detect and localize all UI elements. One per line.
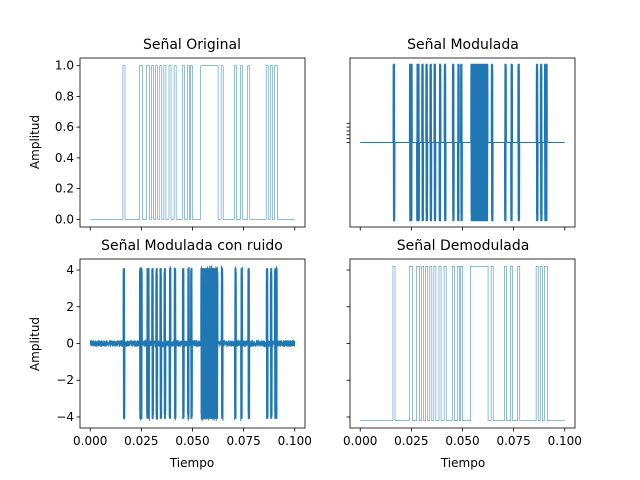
burst-block	[168, 268, 172, 419]
x-axis-label: Tiempo	[169, 456, 214, 470]
burst-block	[247, 268, 250, 419]
y-tick-label: −2	[56, 373, 74, 387]
burst-block	[392, 63, 395, 222]
y-tick-label: 0.2	[55, 182, 74, 196]
burst-block	[274, 268, 278, 419]
x-ticks	[89, 227, 296, 231]
x-tick-label: 0.100	[278, 434, 312, 448]
burst-block	[544, 63, 548, 222]
burst-block	[444, 63, 447, 222]
x-ticks: 0.000 0.025 0.050 0.075 0.100	[73, 428, 312, 448]
burst-block	[452, 63, 455, 222]
y-tick-label: −4	[56, 410, 74, 424]
subplot-title: Señal Original	[143, 37, 241, 53]
burst-block	[457, 63, 460, 222]
burst-block	[270, 268, 273, 419]
burst-block	[187, 268, 190, 419]
subplot-senal-modulada-con-ruido: Señal Modulada con ruido Amplitud Tiempo…	[28, 238, 312, 470]
y-ticks: −4 −2 0 2 4	[56, 263, 80, 424]
burst-block	[438, 63, 442, 222]
burst-block	[416, 63, 420, 222]
x-ticks	[359, 227, 566, 231]
burst-block	[200, 268, 219, 419]
burst-block	[174, 268, 177, 419]
y-tick-label: 1.0	[55, 59, 74, 73]
y-ticks	[346, 122, 350, 143]
plot-area	[360, 266, 565, 421]
x-tick-label: 0.050	[445, 434, 479, 448]
burst-block	[504, 63, 507, 222]
y-tick-label: 0.0	[55, 212, 74, 226]
y-tick-label: 0.8	[55, 89, 74, 103]
burst-block	[266, 268, 269, 419]
y-tick-label: 0.6	[55, 120, 74, 134]
x-ticks: 0.000 0.025 0.050 0.075 0.100	[343, 428, 582, 448]
y-ticks	[346, 269, 350, 418]
y-tick-label: 0.4	[55, 151, 74, 165]
x-tick-label: 0.075	[496, 434, 530, 448]
burst-block	[433, 63, 436, 222]
burst-block	[536, 63, 539, 222]
axes-frame	[349, 57, 576, 228]
subplot-senal-modulada: Señal Modulada	[346, 37, 576, 231]
burst-block	[182, 268, 185, 419]
subplot-senal-demodulada: Señal Demodulada Tiempo 0.000 0.025 0.050 0…	[343, 238, 582, 470]
x-tick-label: 0.075	[226, 434, 260, 448]
plot-area	[89, 265, 296, 422]
series-line	[90, 65, 295, 220]
plot-area	[360, 63, 565, 222]
burst-block	[163, 268, 166, 419]
y-axis-label: Amplitud	[28, 115, 42, 169]
y-tick-label: 0	[66, 337, 74, 351]
y-tick-label: 2	[66, 300, 74, 314]
x-tick-label: 0.025	[394, 434, 428, 448]
plot-area	[90, 65, 295, 220]
x-tick-label: 0.025	[124, 434, 158, 448]
burst-block	[221, 268, 224, 419]
burst-block	[234, 268, 237, 419]
burst-block	[510, 63, 513, 222]
burst-block	[122, 268, 125, 419]
axes-frame	[79, 57, 306, 228]
subplot-title: Señal Demodulada	[397, 238, 530, 254]
burst-block	[155, 268, 158, 419]
burst-block	[190, 268, 193, 419]
burst-block	[491, 63, 494, 222]
burst-block	[470, 63, 489, 222]
y-axis-label: Amplitud	[28, 317, 42, 371]
x-tick-label: 0.100	[548, 434, 582, 448]
subplot-title: Señal Modulada	[407, 37, 519, 53]
series-line	[360, 266, 565, 421]
burst-block	[151, 268, 154, 419]
y-tick-label: 4	[66, 263, 74, 277]
burst-block	[429, 63, 432, 222]
burst-block	[139, 268, 143, 419]
burst-block	[409, 63, 413, 222]
axes-frame	[349, 258, 576, 429]
y-ticks: 0.0 0.2 0.4 0.6 0.8 1.0	[55, 59, 80, 226]
burst-block	[421, 63, 424, 222]
burst-block	[540, 63, 543, 222]
axes-frame	[79, 258, 306, 429]
subplot-title: Señal Modulada con ruido	[101, 238, 283, 254]
x-axis-label: Tiempo	[440, 456, 485, 470]
burst-block	[240, 268, 243, 419]
x-tick-label: 0.000	[73, 434, 107, 448]
burst-block	[425, 63, 428, 222]
burst-block	[460, 63, 463, 222]
burst-block	[517, 63, 520, 222]
burst-block	[146, 268, 150, 419]
subplot-senal-original: Señal Original Amplitud 0.0 0.2 0.4 0.6 0.8 1…	[28, 37, 306, 231]
x-tick-label: 0.050	[175, 434, 209, 448]
x-tick-label: 0.000	[343, 434, 377, 448]
burst-block	[159, 268, 162, 419]
